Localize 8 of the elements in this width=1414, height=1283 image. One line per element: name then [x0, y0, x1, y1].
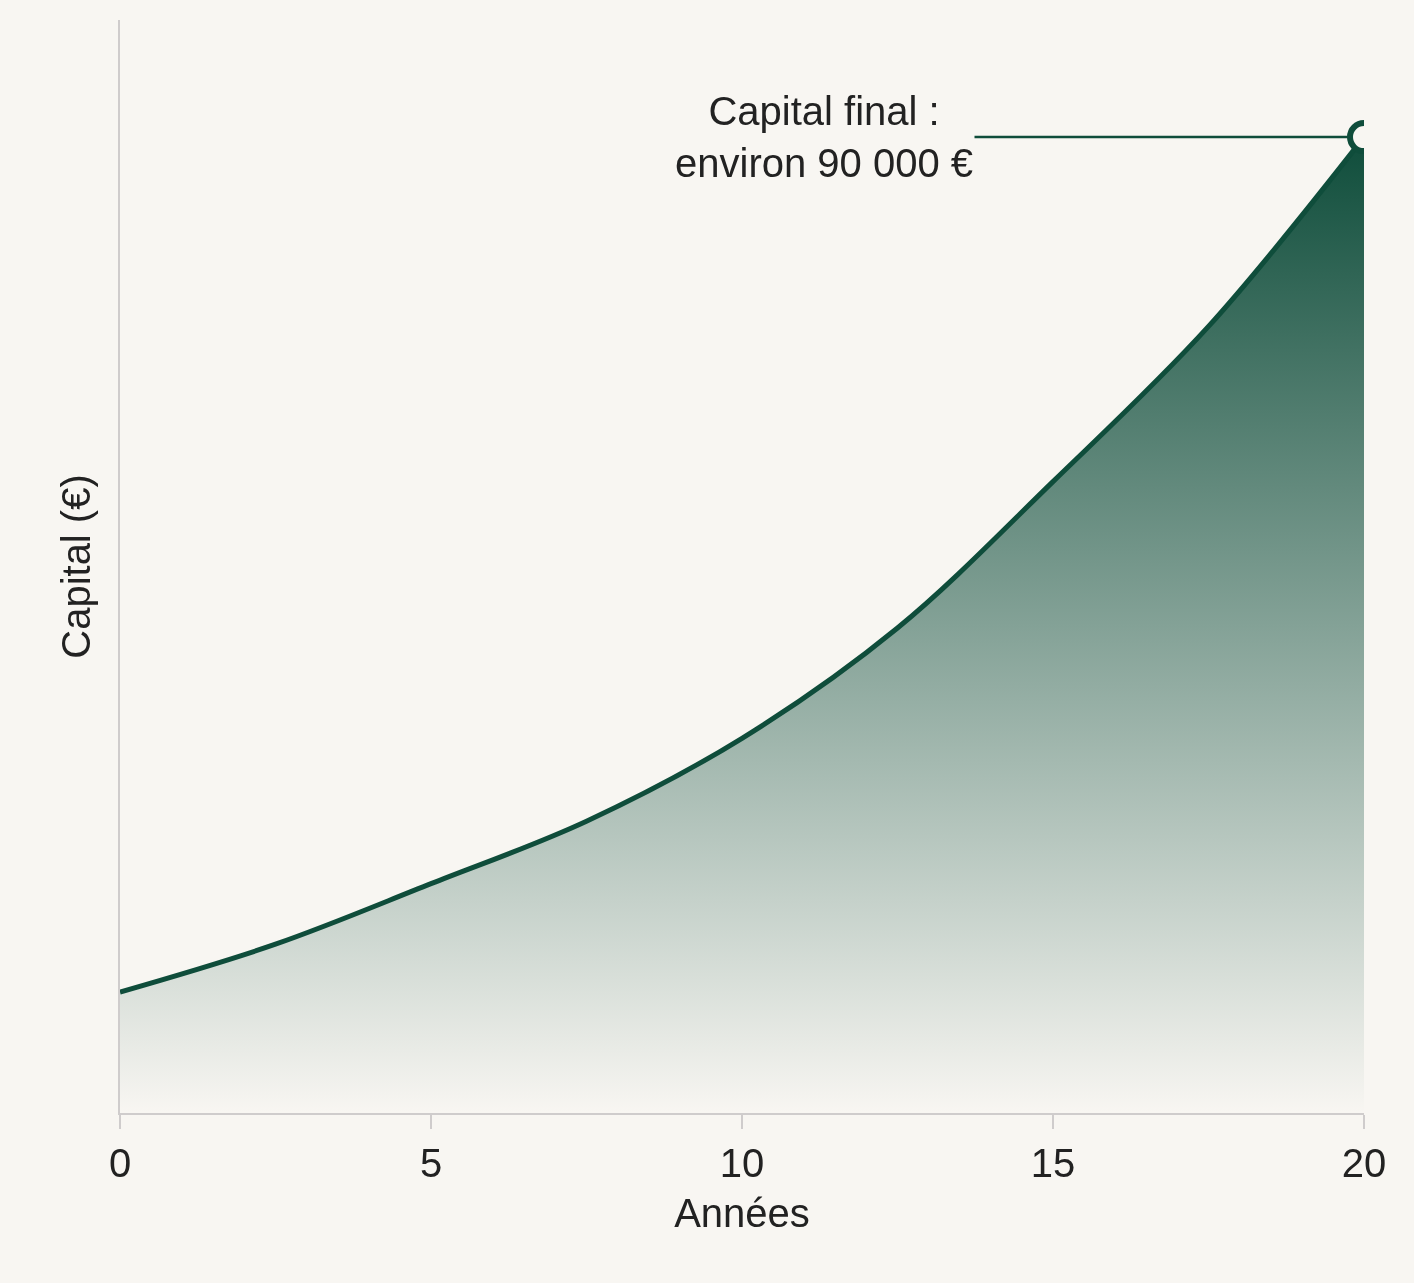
x-tick-label: 10 — [719, 1141, 765, 1185]
x-tick-label: 0 — [108, 1141, 132, 1185]
y-axis-title: Capital (€) — [54, 474, 98, 659]
annotation: Capital final : environ 90 000 € — [675, 89, 974, 185]
x-tick-label: 5 — [419, 1141, 443, 1185]
x-axis-title: Années — [674, 1191, 810, 1235]
x-tick-label: 15 — [1030, 1141, 1076, 1185]
x-tick-label: 20 — [1341, 1141, 1387, 1185]
